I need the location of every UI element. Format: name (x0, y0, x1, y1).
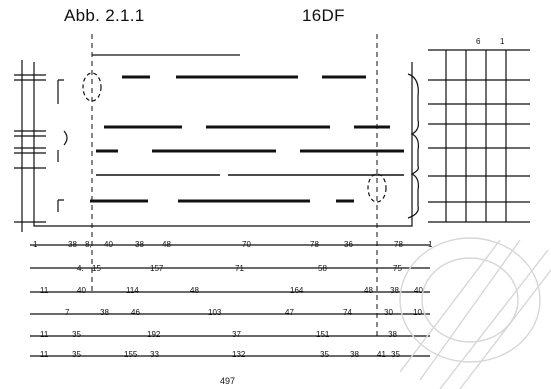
side-table-header-2: 1 (500, 37, 505, 46)
left-edge-bracket-1 (57, 79, 64, 104)
side-table-header: 6 1 (476, 37, 505, 46)
side-table-header-1: 6 (476, 37, 481, 46)
dimension-value: 40 (104, 240, 113, 249)
figure-label: Abb. 2.1.1 (64, 6, 145, 25)
dimension-value: 4. (77, 264, 84, 273)
left-edge-bracket-3 (57, 199, 64, 212)
dimension-value: 11 (40, 286, 49, 295)
dimension-value: 164 (290, 286, 304, 295)
dimension-value: 38 (68, 240, 77, 249)
figure-code: 16DF (302, 6, 345, 25)
dimension-value: 36 (344, 240, 353, 249)
dimension-value: 157 (150, 264, 164, 273)
dimension-value: 1 (33, 240, 38, 249)
dimension-value: 38 (100, 308, 109, 317)
dimension-value: 78 (310, 240, 319, 249)
dimension-value: 48 (162, 240, 171, 249)
dimension-value: 8, (85, 240, 92, 249)
dimension-value: 11 (40, 350, 49, 359)
dimension-value: 41 (377, 350, 386, 359)
dimension-value: 70 (242, 240, 251, 249)
dimension-value: 155 (124, 350, 138, 359)
dimension-row-lines (30, 244, 430, 357)
dimension-value: 11 (40, 330, 49, 339)
panel-outline (33, 62, 413, 227)
dimension-value: 151 (316, 330, 330, 339)
dimension-value: 71 (235, 264, 244, 273)
dimension-value: 114 (126, 286, 139, 295)
dimension-value: 35 (320, 350, 329, 359)
left-dimension-ticks (14, 60, 46, 232)
dimension-value: 48 (364, 286, 373, 295)
dimension-value: 38 (135, 240, 144, 249)
dimension-value: 15 (92, 264, 101, 273)
dimension-value: 38 (350, 350, 359, 359)
total-width-label: 497 (220, 376, 236, 386)
dimension-value: 48 (190, 286, 199, 295)
dimension-value: 7 (65, 308, 70, 317)
dimension-value: 58 (318, 264, 327, 273)
side-table (428, 49, 530, 223)
hole-right (367, 173, 387, 203)
dimension-value: 75 (393, 264, 402, 273)
right-brace (407, 73, 419, 219)
left-notch (63, 130, 68, 146)
dimension-value: 33 (150, 350, 159, 359)
dimension-value: 46 (131, 308, 140, 317)
dimension-value: 74 (343, 308, 352, 317)
dimension-value: 30 (384, 308, 393, 317)
dimension-value: 35 (72, 330, 81, 339)
dimension-value: 40 (414, 286, 423, 295)
dimension-value: 1 (428, 240, 433, 249)
hole-left (82, 72, 102, 102)
dimension-value: 40 (77, 286, 86, 295)
dimension-value: 38 (390, 286, 399, 295)
dimension-value: 35 (391, 350, 400, 359)
dimension-value: 10 (413, 308, 422, 317)
dimension-value: 47 (285, 308, 294, 317)
dimension-value: 38 (388, 330, 397, 339)
dimension-value: 37 (232, 330, 241, 339)
dimension-value: 35 (72, 350, 81, 359)
dimension-value: 103 (208, 308, 222, 317)
dimension-value: 132 (232, 350, 246, 359)
dimension-value: 78 (394, 240, 403, 249)
dimension-value: 192 (147, 330, 161, 339)
